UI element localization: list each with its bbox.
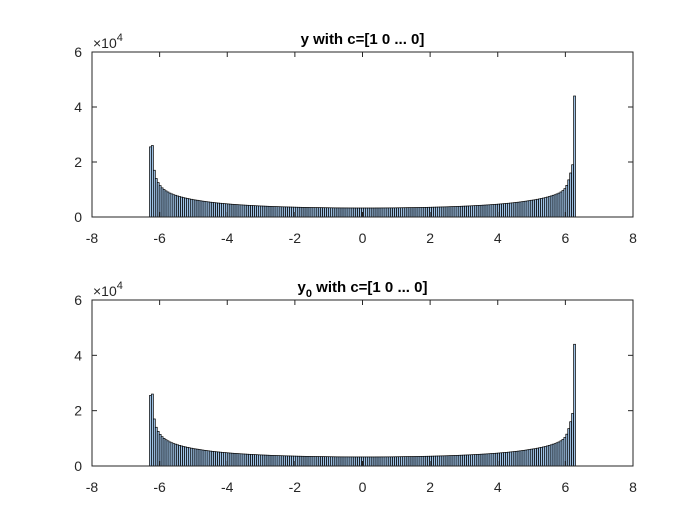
x-tick-label: -4: [221, 230, 234, 246]
y-tick-label: 6: [74, 292, 82, 308]
y-tick-label: 6: [74, 44, 82, 60]
chart-title-main: y: [298, 279, 307, 296]
axes-box: [91, 51, 634, 218]
y-tick-label: 0: [74, 458, 82, 474]
x-tick-label: 0: [359, 479, 367, 495]
x-tick-label: -6: [153, 230, 166, 246]
y-tick-label: 0: [74, 209, 82, 225]
x-tick-label: -8: [86, 479, 99, 495]
x-tick-label: 8: [629, 230, 637, 246]
histogram-bars: [149, 95, 576, 218]
x-tick-label: -2: [289, 230, 302, 246]
x-tick-label: 4: [494, 479, 502, 495]
chart-title: y0 with c=[1 0 ... 0]: [298, 279, 428, 300]
chart-title-rest: with c=[1 0 ... 0]: [312, 279, 427, 296]
y-tick-label: 2: [74, 154, 82, 170]
chart-title: y with c=[1 0 ... 0]: [301, 31, 425, 48]
histogram-bar: [573, 343, 576, 467]
histogram-bar: [573, 95, 576, 218]
y-axis-multiplier-exponent: 4: [117, 32, 123, 44]
y-tick-label: 2: [74, 403, 82, 419]
x-tick-label: 6: [561, 479, 569, 495]
y-tick-label: 4: [74, 99, 82, 115]
chart-title-main: y: [301, 31, 310, 48]
x-tick-label: -4: [221, 479, 234, 495]
y-axis-multiplier-base: ×10: [93, 35, 117, 51]
y-axis-multiplier: ×104: [93, 280, 123, 299]
x-tick-label: 8: [629, 479, 637, 495]
y-tick-label: 4: [74, 347, 82, 363]
x-tick-label: 2: [426, 479, 434, 495]
x-tick-label: 2: [426, 230, 434, 246]
y-axis-multiplier-base: ×10: [93, 283, 117, 299]
x-tick-label: 4: [494, 230, 502, 246]
x-tick-label: 0: [359, 230, 367, 246]
x-tick-label: -8: [86, 230, 99, 246]
chart-title-subscript: 0: [306, 288, 312, 300]
x-tick-label: -6: [153, 479, 166, 495]
x-tick-label: -2: [289, 479, 302, 495]
axes-box: [91, 299, 634, 467]
histogram-bars: [149, 343, 576, 467]
chart-title-rest: with c=[1 0 ... 0]: [309, 31, 424, 48]
y-axis-multiplier-exponent: 4: [117, 280, 123, 292]
x-tick-label: 6: [561, 230, 569, 246]
y-axis-multiplier: ×104: [93, 32, 123, 51]
